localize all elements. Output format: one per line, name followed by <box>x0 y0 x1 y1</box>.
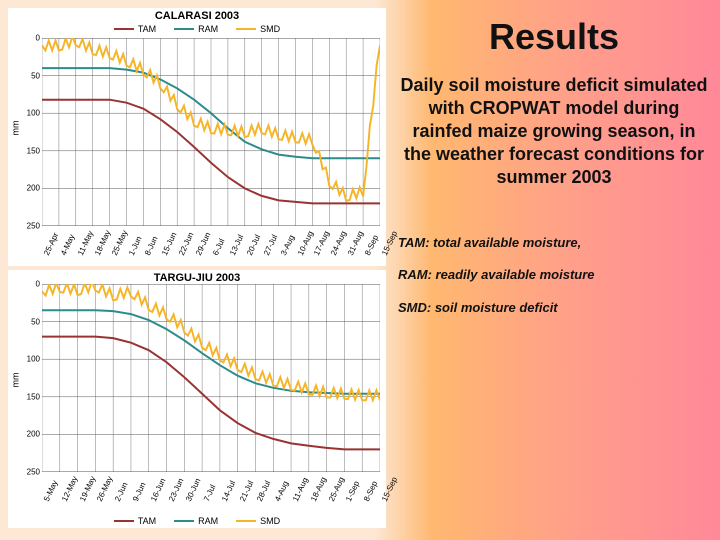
x-tick: 3-Aug <box>279 234 296 257</box>
legend-label: TAM <box>138 516 156 526</box>
chart-legend: TAM RAM SMD <box>8 22 386 36</box>
x-tick: 4-May <box>59 233 77 257</box>
definition-smd: SMD: soil moisture deficit <box>398 300 710 316</box>
x-tick: 7-Jul <box>202 483 217 503</box>
text-column: Results Daily soil moisture deficit simu… <box>390 0 720 540</box>
legend-swatch <box>114 520 134 522</box>
x-tick: 23-Jun <box>167 477 185 503</box>
y-tick: 250 <box>16 468 40 477</box>
x-tick: 18-Aug <box>309 476 328 503</box>
chart-calarasi: CALARASI 2003TAMRAMSMD05010015020025025-… <box>8 8 386 266</box>
charts-column: CALARASI 2003TAMRAMSMD05010015020025025-… <box>0 0 390 540</box>
y-tick: 200 <box>16 184 40 193</box>
y-tick: 150 <box>16 146 40 155</box>
legend-swatch <box>174 28 194 30</box>
chart-targu: TARGU-JIU 20030501001502002505-May12-May… <box>8 270 386 528</box>
y-axis-label: mm <box>11 121 21 136</box>
y-tick: 150 <box>16 392 40 401</box>
x-tick: 28-Jul <box>255 479 272 503</box>
x-tick: 1-Sep <box>344 480 361 503</box>
x-tick: 4-Aug <box>273 480 290 503</box>
x-tick: 11-Aug <box>291 476 310 503</box>
legend-item-ram: RAM <box>174 516 218 526</box>
y-tick: 200 <box>16 430 40 439</box>
y-tick: 100 <box>16 109 40 118</box>
legend-swatch <box>174 520 194 522</box>
x-tick: 8-Sep <box>363 234 380 257</box>
x-tick: 30-Jun <box>184 477 202 503</box>
legend-label: SMD <box>260 516 280 526</box>
legend-item-ram: RAM <box>174 24 218 34</box>
x-tick: 1-Jun <box>127 235 144 257</box>
x-ticks: 25-Apr4-May11-May18-May25-May1-Jun8-Jun1… <box>42 226 380 264</box>
legend-item-smd: SMD <box>236 24 280 34</box>
x-tick: 27-Jul <box>262 233 279 257</box>
x-tick: 12-May <box>60 475 79 503</box>
legend-label: RAM <box>198 516 218 526</box>
x-tick: 21-Jul <box>238 479 255 503</box>
description: Daily soil moisture deficit simulated wi… <box>398 74 710 189</box>
chart-title: TARGU-JIU 2003 <box>8 270 386 284</box>
legend-item-tam: TAM <box>114 24 156 34</box>
y-tick: 50 <box>16 71 40 80</box>
x-tick: 13-Jul <box>228 233 245 257</box>
x-tick: 9-Jun <box>131 481 148 503</box>
chart-svg <box>42 38 380 226</box>
x-tick: 16-Jun <box>149 477 167 503</box>
y-tick: 100 <box>16 355 40 364</box>
legend-swatch <box>114 28 134 30</box>
y-tick: 50 <box>16 317 40 326</box>
legend-item-smd: SMD <box>236 516 280 526</box>
x-tick: 8-Jun <box>143 235 160 257</box>
legend-swatch <box>236 520 256 522</box>
plot-area: 050100150200250 <box>42 38 380 226</box>
y-tick: 0 <box>16 280 40 289</box>
x-tick: 6-Jul <box>211 237 226 257</box>
y-axis-label: mm <box>11 373 21 388</box>
y-tick: 250 <box>16 222 40 231</box>
y-tick: 0 <box>16 34 40 43</box>
x-tick: 25-Apr <box>42 231 60 257</box>
x-tick: 5-May <box>42 479 60 503</box>
x-ticks: 5-May12-May19-May26-May2-Jun9-Jun16-Jun2… <box>42 472 380 510</box>
x-tick: 8-Sep <box>362 480 379 503</box>
chart-svg <box>42 284 380 472</box>
page-title: Results <box>398 16 710 58</box>
legend-label: RAM <box>198 24 218 34</box>
chart-legend: TAM RAM SMD <box>8 514 386 528</box>
x-tick: 14-Jul <box>220 479 237 503</box>
legend-swatch <box>236 28 256 30</box>
legend-label: TAM <box>138 24 156 34</box>
legend-item-tam: TAM <box>114 516 156 526</box>
legend-label: SMD <box>260 24 280 34</box>
x-tick: 20-Jul <box>245 233 262 257</box>
definition-ram: RAM: readily available moisture <box>398 267 710 283</box>
chart-title: CALARASI 2003 <box>8 8 386 22</box>
series-smd <box>42 284 380 400</box>
plot-area: 050100150200250 <box>42 284 380 472</box>
x-tick: 2-Jun <box>113 481 130 503</box>
definition-tam: TAM: total available moisture, <box>398 235 710 251</box>
